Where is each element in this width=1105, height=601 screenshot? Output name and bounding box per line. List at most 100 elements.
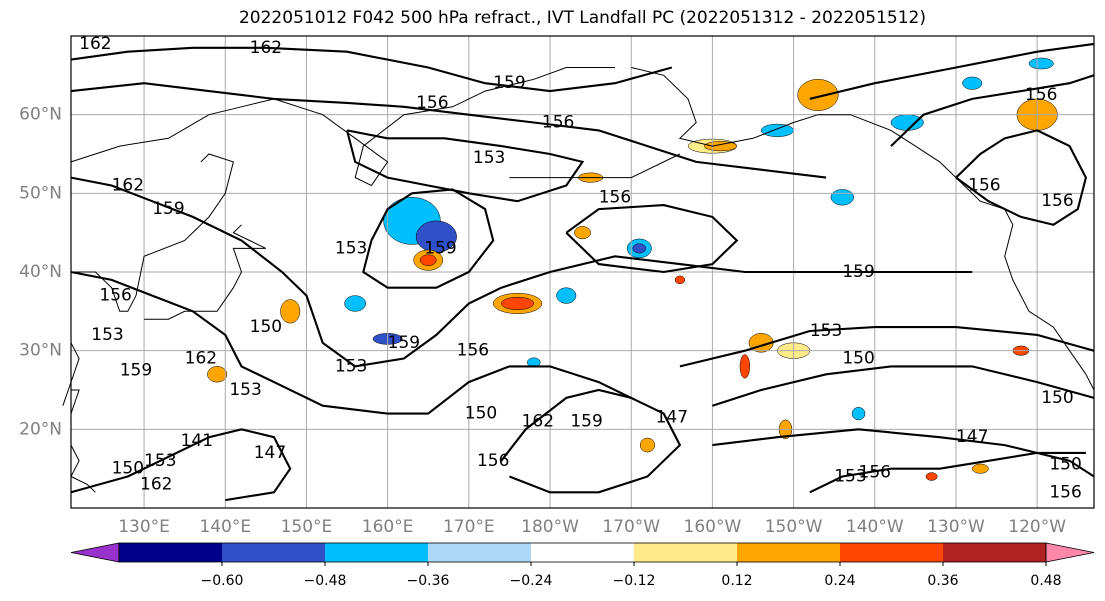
height-contour	[70, 270, 632, 415]
longitude-label: 170°E	[443, 517, 495, 537]
refractivity-patch	[344, 295, 366, 312]
refractivity-patch	[1028, 57, 1054, 70]
colorbar-segment	[737, 543, 840, 562]
longitude-label: 130°W	[927, 517, 985, 537]
height-contour	[809, 451, 1086, 494]
contour-label: 147	[956, 427, 988, 447]
refractivity-patch	[797, 79, 839, 111]
longitude-label: 180°W	[521, 517, 579, 537]
longitude-label: 140°E	[199, 517, 251, 537]
colorbar-segment	[428, 543, 531, 562]
contour-label: 150	[1049, 455, 1081, 475]
longitude-label: 160°E	[362, 517, 414, 537]
colorbar-tick-label: 0.48	[1030, 573, 1061, 589]
contour-label: 153	[91, 325, 123, 345]
contour-label: 147	[656, 408, 688, 428]
latitude-label: 60°N	[19, 105, 62, 125]
refractivity-patch	[674, 275, 686, 285]
contour-label: 150	[1041, 388, 1073, 408]
height-contour	[712, 428, 1095, 478]
colorbar-tick-label: −0.12	[613, 573, 656, 589]
refractivity-patch	[419, 254, 437, 266]
coastline	[631, 67, 1095, 391]
height-contour	[955, 129, 1088, 226]
contour-label: 147	[254, 443, 286, 463]
refractivity-patch	[639, 437, 656, 453]
refractivity-patch	[962, 76, 983, 90]
refractivity-patch	[830, 189, 854, 206]
refractivity-patch	[501, 296, 535, 311]
height-contour	[565, 204, 739, 274]
longitude-label: 150°E	[281, 517, 333, 537]
colorbar-tick-label: −0.24	[510, 573, 553, 589]
plot-title: 2022051012 F042 500 hPa refract., IVT La…	[238, 8, 926, 28]
colorbar-outline	[118, 542, 1047, 563]
contour-label: 156	[457, 341, 489, 361]
contour-label: 153	[473, 148, 505, 168]
refractivity-patch	[632, 243, 647, 254]
contour-label: 156	[1041, 191, 1073, 211]
contour-label: 156	[477, 451, 509, 471]
colorbar-segment	[634, 543, 737, 562]
height-contour	[890, 74, 1095, 147]
contour-label: 156	[1025, 85, 1057, 105]
latitude-label: 40°N	[19, 262, 62, 282]
contour-label: 156	[599, 187, 631, 207]
refractivity-patch	[280, 299, 301, 324]
colorbar-segment	[325, 543, 428, 562]
colorbar-tick-label: 0.36	[927, 573, 958, 589]
longitude-label: 150°W	[765, 517, 823, 537]
refractivity-patch	[556, 287, 577, 304]
height-contour	[70, 82, 827, 179]
contour-label: 150	[250, 317, 282, 337]
contour-label: 156	[542, 113, 574, 133]
refractivity-patch	[739, 354, 751, 379]
colorbar-segment	[840, 543, 943, 562]
contour-label: 162	[112, 175, 144, 195]
colorbar-tick-label: −0.36	[407, 573, 450, 589]
latitude-labels: 60°N 50°N 40°N 30°N 20°N	[19, 105, 62, 440]
contour-label: 162	[522, 411, 554, 431]
latitude-label: 20°N	[19, 419, 62, 439]
longitude-label: 160°W	[684, 517, 742, 537]
contour-label: 159	[570, 411, 602, 431]
refractivity-patch	[207, 366, 228, 383]
colorbar-max-extension	[1045, 542, 1095, 563]
map-frame	[70, 35, 1095, 509]
colorbar-tick-label: 0.12	[721, 573, 752, 589]
colorbar-segment	[943, 543, 1046, 562]
coastline	[144, 224, 267, 320]
contour-label: 153	[144, 451, 176, 471]
contour-label: 156	[1049, 482, 1081, 502]
contour-label: 156	[859, 463, 891, 483]
longitude-label: 140°W	[846, 517, 904, 537]
coastline	[62, 342, 80, 406]
colorbar-min-extension	[70, 542, 120, 563]
contour-label: 162	[250, 38, 282, 58]
height-contour	[345, 129, 585, 203]
contour-label: 153	[335, 238, 367, 258]
refractivity-patch	[760, 123, 794, 137]
height-contour	[712, 365, 1095, 407]
refractivity-patch	[574, 226, 591, 240]
latitude-label: 50°N	[19, 183, 62, 203]
coastline	[70, 389, 80, 414]
contour-label: 150	[842, 349, 874, 369]
contour-label: 162	[185, 349, 217, 369]
colorbar-tick-label: −0.60	[201, 573, 244, 589]
height-contour	[70, 46, 673, 93]
coastline	[71, 153, 235, 312]
contour-label: 159	[424, 238, 456, 258]
refractivity-patch	[971, 463, 989, 474]
contour-label: 150	[112, 459, 144, 479]
contour-label: 159	[842, 262, 874, 282]
colorbar-tick-label: −0.48	[304, 573, 347, 589]
refractivity-patch	[851, 407, 866, 421]
height-contour	[362, 188, 495, 289]
height-contour	[679, 326, 1095, 368]
contour-label: 156	[968, 175, 1000, 195]
contour-label: 159	[120, 360, 152, 380]
contour-label: 162	[79, 34, 111, 54]
